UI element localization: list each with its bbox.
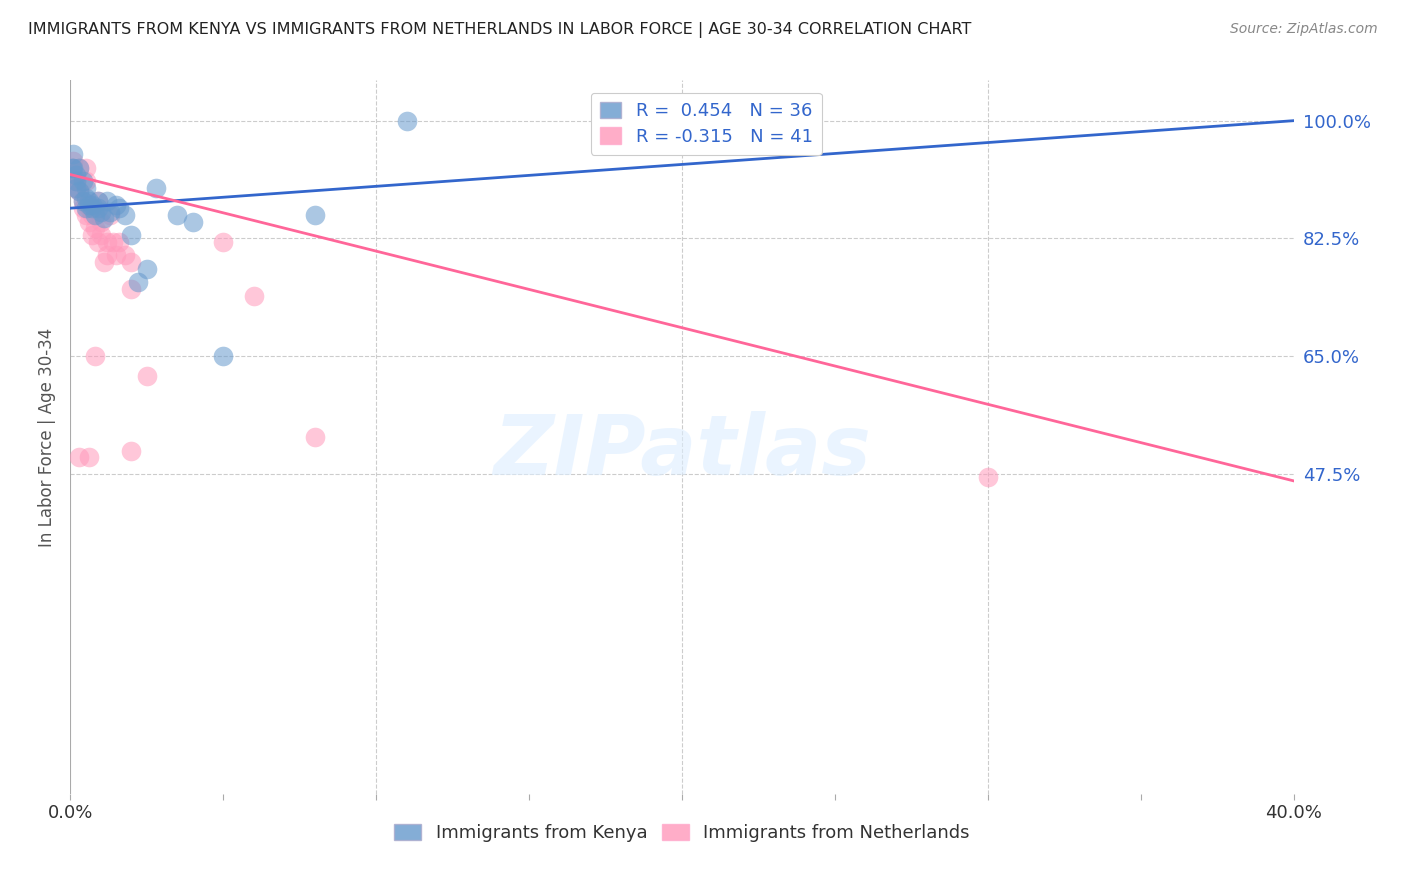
Point [87,194,110,209]
Point [93,255,115,269]
Point [83,349,105,363]
Point [212,349,235,363]
Point [105,198,128,212]
Point [121,255,143,269]
Point [90,204,112,219]
Point [108,235,131,249]
Point [75,201,97,215]
Legend: Immigrants from Kenya, Immigrants from Netherlands: Immigrants from Kenya, Immigrants from N… [387,816,977,849]
Point [108,201,131,215]
Point [80,201,103,215]
Point [62,154,84,169]
Point [75,181,97,195]
Point [83,201,105,215]
Point [65,181,87,195]
Point [72,194,94,209]
Point [98,208,121,222]
Y-axis label: In Labor Force | Age 30-34: In Labor Force | Age 30-34 [38,327,56,547]
Point [243,289,266,303]
Point [72,201,94,215]
Point [87,235,110,249]
Point [96,194,118,209]
Point [304,430,326,444]
Point [976,470,998,484]
Point [80,228,103,243]
Point [69,185,91,199]
Point [69,161,91,175]
Point [77,198,100,212]
Point [127,275,149,289]
Point [87,201,110,215]
Point [83,208,105,222]
Point [93,211,115,226]
Point [181,214,204,228]
Point [96,235,118,249]
Point [62,161,84,175]
Point [72,194,94,209]
Point [114,248,136,262]
Point [65,181,87,195]
Point [121,228,143,243]
Point [90,228,112,243]
Point [90,214,112,228]
Point [101,235,124,249]
Point [145,181,167,195]
Point [72,174,94,188]
Point [62,147,84,161]
Point [75,208,97,222]
Point [77,214,100,228]
Point [69,185,91,199]
Text: Source: ZipAtlas.com: Source: ZipAtlas.com [1230,22,1378,37]
Point [65,174,87,188]
Point [60,161,83,175]
Point [105,248,128,262]
Point [75,161,97,175]
Point [80,198,103,212]
Point [77,194,100,209]
Point [75,174,97,188]
Point [65,174,87,188]
Point [135,369,157,384]
Point [395,113,418,128]
Point [304,208,326,222]
Point [87,194,110,209]
Point [60,161,83,175]
Point [135,261,157,276]
Point [77,450,100,465]
Point [77,201,100,215]
Point [114,208,136,222]
Point [121,443,143,458]
Text: IMMIGRANTS FROM KENYA VS IMMIGRANTS FROM NETHERLANDS IN LABOR FORCE | AGE 30-34 : IMMIGRANTS FROM KENYA VS IMMIGRANTS FROM… [28,22,972,38]
Point [121,282,143,296]
Text: ZIPatlas: ZIPatlas [494,411,870,491]
Point [212,235,235,249]
Point [80,208,103,222]
Point [83,221,105,235]
Point [69,161,91,175]
Point [62,168,84,182]
Point [65,168,87,182]
Point [75,191,97,205]
Point [98,204,121,219]
Point [69,450,91,465]
Point [166,208,188,222]
Point [96,248,118,262]
